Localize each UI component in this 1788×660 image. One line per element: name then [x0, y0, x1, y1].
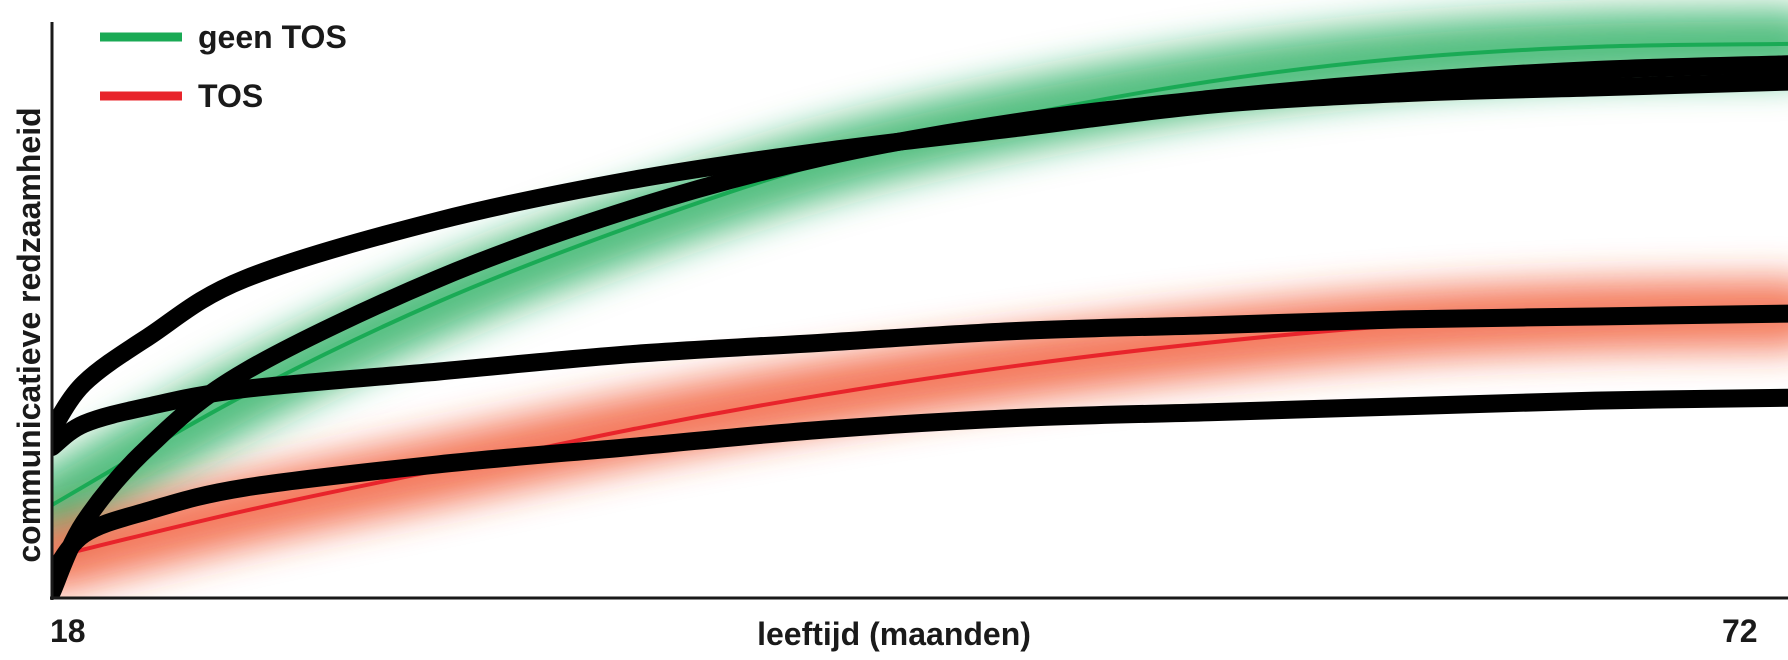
- band-geen-tos: [52, 8, 1788, 540]
- legend-label-geen-tos: geen TOS: [198, 19, 347, 55]
- y-axis-label: communicatieve redzaamheid: [11, 107, 47, 562]
- x-tick-label-start: 18: [50, 613, 86, 649]
- individual-curve-3: [52, 304, 1788, 456]
- x-tick-label-end: 72: [1722, 613, 1758, 649]
- individual-curve-2: [52, 55, 1788, 598]
- x-axis-label: leeftijd (maanden): [757, 616, 1031, 652]
- individual-curve-4: [52, 388, 1788, 584]
- individual-curves: [52, 55, 1788, 598]
- legend: geen TOS TOS: [100, 19, 347, 114]
- legend-label-tos: TOS: [198, 78, 263, 114]
